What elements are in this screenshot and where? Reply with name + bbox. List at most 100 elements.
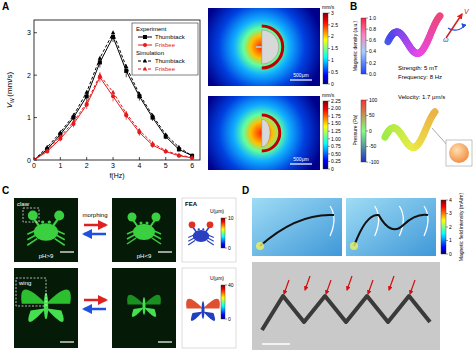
data-point xyxy=(137,128,141,132)
data-point xyxy=(150,141,154,145)
colorbar-tick xyxy=(328,131,330,132)
scale-bar-label: 500μm xyxy=(293,156,308,162)
data-point xyxy=(164,132,168,136)
colorbar-tick xyxy=(328,153,330,154)
crab-eye xyxy=(146,222,149,225)
crab-leg xyxy=(207,241,214,246)
colorbar-tick-label: 2 xyxy=(331,33,334,39)
data-point xyxy=(111,30,115,34)
x-tick xyxy=(139,157,140,160)
colorbar-tick xyxy=(328,60,330,61)
legend-marker xyxy=(143,35,147,39)
colorbar-tick-label: 2 xyxy=(449,224,452,230)
colorbar-tick xyxy=(328,48,330,49)
colorbar-tick xyxy=(366,18,368,19)
series-line xyxy=(34,75,192,160)
colorbar-tick xyxy=(225,285,227,286)
wing-upper xyxy=(186,299,203,309)
crab-leg xyxy=(27,239,37,246)
microrobot xyxy=(262,296,430,330)
wing-upper xyxy=(144,295,161,305)
field-hotspot xyxy=(256,242,264,250)
wing-lower xyxy=(191,312,203,321)
condition-label: pH>9 xyxy=(39,253,54,259)
symbol: V xyxy=(464,8,470,15)
colorbar-tick-label: 0 xyxy=(331,81,334,87)
colorbar-tick-label: 1.25 xyxy=(331,128,341,134)
figure: ABCD01234560123f(Hz)VW(mm/s)ExperimentTh… xyxy=(0,0,474,355)
arrow-forward xyxy=(84,299,106,302)
motion-arrow xyxy=(368,280,373,294)
crab-claw xyxy=(189,221,196,228)
wing-upper xyxy=(127,295,144,305)
data-point xyxy=(177,153,181,157)
legend-group: Experiment xyxy=(136,26,167,32)
field-map xyxy=(346,198,436,256)
annotation: wing xyxy=(18,280,31,286)
colorbar-tick-label: 3 xyxy=(449,210,452,216)
crab-eye xyxy=(202,228,204,230)
inset-box xyxy=(446,140,472,166)
colorbar-tick-label: 1 xyxy=(449,237,452,243)
data-point xyxy=(84,100,88,104)
x-tick xyxy=(165,157,166,160)
colorbar-tick-label: 1 xyxy=(331,57,334,63)
colorbar-tick xyxy=(328,146,330,147)
flow-field xyxy=(208,96,320,170)
colorbar-tick-label: 40 xyxy=(228,282,234,288)
colorbar-tick xyxy=(446,254,448,255)
colorbar-tick-label: 0.75 xyxy=(331,143,341,149)
colorbar-tick-label: 1.5 xyxy=(331,45,338,51)
colorbar-tick xyxy=(446,240,448,241)
colorbar-tick-label: 10 xyxy=(228,215,234,221)
field-line xyxy=(375,206,379,236)
colorbar-tick-label: 0.50 xyxy=(331,151,341,157)
fea-box xyxy=(182,198,236,262)
scale-bar xyxy=(158,341,172,342)
colorbar-tick xyxy=(328,84,330,85)
data-point xyxy=(98,56,102,60)
colorbar-tick-label: 1.75 xyxy=(331,113,341,119)
colorbar-tick-label: 4 xyxy=(449,197,452,203)
data-point xyxy=(71,113,75,117)
colorbar-label: Pressure (Pa) xyxy=(352,114,358,145)
scale-bar xyxy=(290,163,312,164)
data-point xyxy=(71,119,75,123)
x-tick-label: 2 xyxy=(85,162,89,169)
legend-marker xyxy=(143,59,147,63)
micrograph xyxy=(112,198,176,262)
scale-bar xyxy=(262,343,290,345)
data-point xyxy=(58,134,62,138)
wing-body xyxy=(202,301,205,319)
annotation: Velocity: 1.7 μm/s xyxy=(398,94,445,100)
panel-letter: B xyxy=(350,1,357,12)
legend-label: Thumbtack xyxy=(155,58,186,64)
data-point xyxy=(111,94,115,98)
crab-claw xyxy=(54,211,64,221)
colorbar-tick-label: -50 xyxy=(369,143,376,149)
colorbar-tick xyxy=(328,13,330,14)
data-point xyxy=(124,111,128,115)
x-tick-label: 5 xyxy=(164,162,168,169)
colorbar-tick xyxy=(328,169,330,170)
colorbar-tick xyxy=(366,62,368,63)
colorbar-label: U(μm) xyxy=(210,208,224,214)
colorbar-tick xyxy=(366,131,368,132)
data-point xyxy=(85,94,89,98)
wing-upper xyxy=(203,299,220,309)
frisbee xyxy=(262,119,270,147)
colorbar-label: U(μm) xyxy=(210,275,224,281)
crab-claw xyxy=(207,221,214,228)
colorbar-label: Magnetic field intensity (mA/m) xyxy=(458,192,464,261)
micrograph xyxy=(14,198,78,262)
y-axis-label-unit: (mm/s) xyxy=(5,71,14,96)
colorbar-tick-label: 0.25 xyxy=(331,158,341,164)
y-tick-label: 2 xyxy=(27,72,31,79)
crab-leg xyxy=(127,238,136,244)
scale-bar xyxy=(60,341,74,342)
y-axis-label-sub: W xyxy=(9,98,15,103)
arrow-back xyxy=(84,233,106,236)
colorbar-tick xyxy=(366,29,368,30)
thumbtack-pin xyxy=(256,46,262,48)
field-line xyxy=(424,206,428,236)
